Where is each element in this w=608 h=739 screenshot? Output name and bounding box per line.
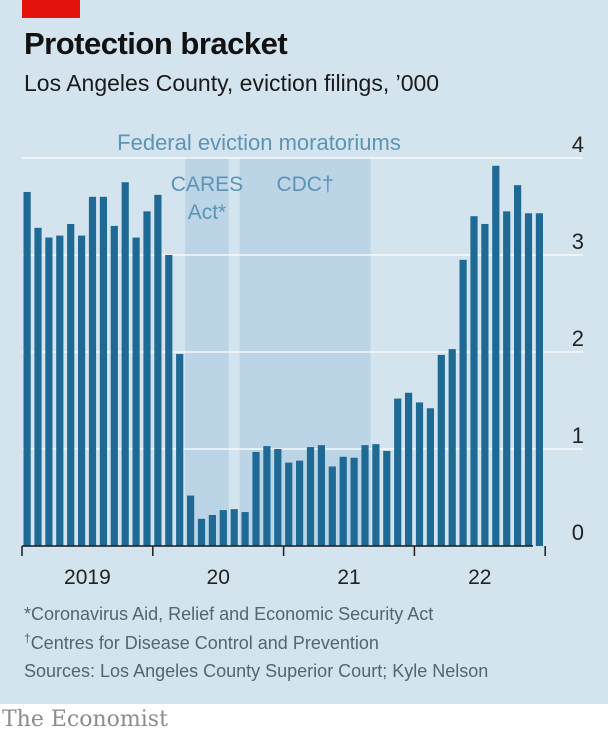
x-tick-label: 21: [337, 566, 360, 589]
bar: [470, 216, 478, 546]
bars: [23, 165, 543, 547]
chart-labels: CARES Act* CDC† Federal eviction moratorium…: [117, 130, 584, 545]
bar: [448, 349, 456, 546]
bar: [197, 518, 206, 546]
y-tick-label: 1: [572, 423, 584, 448]
bar: [535, 213, 543, 547]
y-tick-label: 0: [572, 520, 584, 545]
bar: [415, 402, 424, 546]
bar: [350, 457, 358, 546]
bar: [524, 213, 533, 547]
bar: [361, 445, 369, 546]
x-tick-label: 22: [468, 566, 491, 589]
bar: [23, 191, 31, 546]
bar: [165, 255, 173, 546]
bar: [110, 225, 118, 546]
bar: [230, 509, 238, 546]
bar: [285, 462, 293, 546]
footnote-cares: *Coronavirus Aid, Relief and Economic Se…: [24, 604, 433, 625]
footnote-cdc-mark: †: [24, 631, 31, 645]
bar: [426, 408, 434, 546]
footnote-cares-text: Coronavirus Aid, Relief and Economic Sec…: [31, 604, 434, 624]
bar: [56, 235, 64, 546]
footnote-cdc-text: Centres for Disease Control and Preventi…: [30, 633, 379, 653]
chart-title: Protection bracket: [24, 26, 288, 61]
bar: [317, 445, 325, 546]
moratorium-group-label: Federal eviction moratoriums: [117, 130, 401, 155]
footnote-cdc: †Centres for Disease Control and Prevent…: [24, 631, 379, 654]
bar: [503, 211, 511, 546]
bar: [176, 353, 184, 546]
x-axis: 2019 20 21 22: [21, 545, 546, 589]
moratorium-label: CDC†: [276, 173, 333, 196]
moratorium-label: Act*: [188, 201, 227, 224]
bar: [45, 237, 53, 547]
x-tick-label: 20: [207, 566, 230, 589]
bar: [219, 510, 227, 546]
x-tick-label: 2019: [64, 566, 111, 589]
bar: [252, 451, 260, 546]
bar: [328, 466, 336, 546]
bar: [263, 446, 271, 546]
bar: [78, 235, 86, 546]
bar: [99, 196, 107, 547]
y-tick-label: 2: [572, 326, 584, 351]
bar: [274, 449, 282, 546]
bar: [143, 211, 151, 546]
bar: [67, 223, 75, 546]
bar: [514, 185, 522, 546]
bar: [394, 398, 402, 546]
bar: [88, 196, 97, 547]
chart-subtitle: Los Angeles County, eviction filings, ’0…: [24, 70, 440, 96]
bar: [296, 460, 304, 546]
bar: [34, 227, 42, 546]
bar: [339, 456, 347, 546]
moratorium-label: CARES: [171, 173, 243, 196]
bar: [481, 223, 489, 546]
bar: [306, 447, 315, 546]
bar: [132, 237, 140, 547]
bar: [405, 392, 413, 546]
bar: [492, 165, 500, 546]
economist-logo-text: The Economist: [2, 707, 168, 732]
bar: [154, 194, 162, 547]
bar: [241, 512, 249, 546]
y-tick-label: 4: [572, 132, 584, 157]
bar: [372, 444, 380, 546]
footnote-cares-mark: *: [24, 604, 32, 624]
bar: [459, 259, 467, 546]
bar: [121, 182, 129, 546]
bar: [187, 495, 195, 546]
bar: [437, 354, 445, 546]
sources-note: Sources: Los Angeles County Superior Cou…: [24, 661, 489, 681]
brand-red-bar: [22, 0, 80, 18]
y-tick-label: 3: [572, 229, 584, 254]
bar: [208, 514, 216, 546]
bar: [383, 450, 391, 546]
